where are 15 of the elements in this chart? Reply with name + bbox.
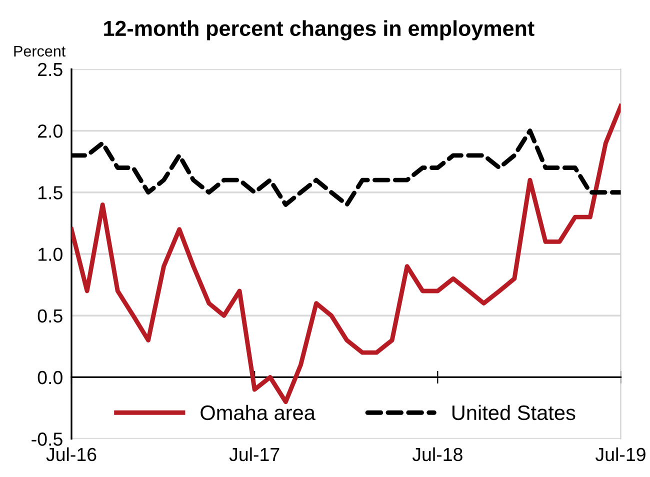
y-tick-label: 1.5 <box>38 186 62 200</box>
x-tick-label: Jul-19 <box>596 447 646 462</box>
y-tick-label: 0.0 <box>38 370 62 384</box>
legend-label: United States <box>452 404 576 420</box>
chart-title: 12-month percent changes in employment <box>104 20 534 40</box>
x-tick-label: Jul-18 <box>412 447 462 462</box>
y-tick-label: -0.5 <box>32 432 62 446</box>
y-tick-label: 1.0 <box>38 248 62 261</box>
y-tick-label: 2.0 <box>38 124 62 138</box>
y-axis-title: Percent <box>14 46 66 57</box>
y-tick-label: 2.5 <box>38 62 62 76</box>
y-tick-label: 0.5 <box>38 309 62 323</box>
x-tick-label: Jul-16 <box>46 447 96 462</box>
x-tick-label: Jul-17 <box>229 447 280 462</box>
legend-label: Omaha area <box>200 404 316 420</box>
